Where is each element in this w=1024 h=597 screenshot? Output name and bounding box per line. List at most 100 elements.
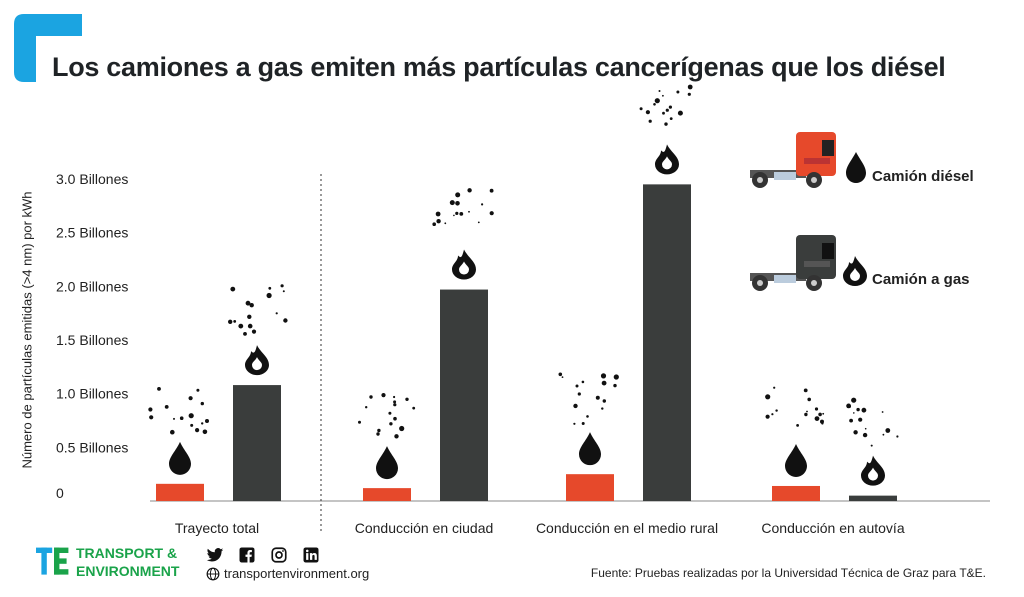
particle-dot [230,286,236,292]
particle-dot [648,119,652,123]
particle-dot [870,444,873,447]
diesel-drop-icon [785,443,808,477]
particle-dot [822,412,825,415]
particle-dot [173,417,175,420]
particle-dot [489,188,494,193]
particle-dot [858,417,863,422]
category-label-trayecto: Trayecto total [174,520,260,536]
particle-dot [201,422,204,425]
particle-dot [765,394,771,400]
bar-diesel [566,474,614,501]
category-label-rural: Conducción en el medio rural [535,520,719,536]
particle-dot [662,111,665,115]
particle-dot [575,384,579,388]
bar-gas [643,184,691,501]
diesel-drop-icon [579,432,601,466]
gas-flame-inner [868,467,878,481]
particle-dot [601,380,607,386]
particle-dot [455,211,459,215]
particle-dot [467,188,472,193]
particle-dot [245,300,251,306]
particle-dot [455,192,461,198]
category-label-autovia: Conducción en autovía [761,520,905,536]
particle-dot [796,424,799,427]
particle-dot [282,290,285,293]
particle-dot [202,429,208,435]
particle-dot [814,407,819,411]
particle-dot [613,383,617,388]
particle-dot [228,319,233,324]
legend-label-gas: Camión a gas [872,271,970,288]
bar-gas [233,385,281,501]
particle-dot [645,110,651,115]
y-tick-label: 2.5 Billones [56,225,128,241]
particle-dot [676,90,680,94]
particle-dot [196,388,200,392]
y-tick-label: 2.0 Billones [56,278,128,294]
particle-dot [436,219,441,224]
particle-dot [266,292,272,299]
website-link[interactable]: transportenvironment.org [206,566,369,581]
bars [156,184,897,501]
particle-dot [687,92,691,96]
twitter-icon[interactable] [206,546,224,564]
diesel-drop-icon [376,446,398,480]
te-logo-icon [36,547,69,575]
particle-dot [669,117,673,120]
particle-dot [489,211,494,216]
legend-diesel-drop-icon [846,152,866,183]
particle-dot [853,412,855,414]
particle-dot [561,376,564,378]
particle-dot [861,407,867,413]
legend-gas-truck-icon [750,235,836,291]
particle-dot [148,407,153,412]
particle-dot [468,210,470,213]
particle-dot [243,332,247,336]
instagram-icon[interactable] [270,546,288,564]
particle-dot [821,422,824,425]
brand-name-line2: ENVIRONMENT [76,563,180,579]
particle-dot [849,418,853,423]
facebook-icon[interactable] [238,546,256,564]
y-tick-label: 0.5 Billones [56,439,128,455]
gas-flame-inner [662,156,672,170]
particle-dot [613,374,619,380]
particle-dot [170,429,175,435]
y-tick-label: 1.0 Billones [56,386,128,402]
particle-dot [477,221,480,224]
particle-dot [405,397,409,401]
particle-dot [662,94,664,97]
particle-dot [896,435,899,438]
particle-dot [365,406,368,409]
particle-dot [581,422,585,425]
particle-dot [280,284,284,288]
legend-diesel-truck-icon [750,132,836,188]
particle-dot [600,373,607,379]
particle-dot [358,420,361,424]
particle-dot [803,388,808,393]
particle-dot [885,428,891,433]
particle-dot [668,105,673,109]
website-text[interactable]: transportenvironment.org [224,566,370,581]
particle-dot [601,407,604,410]
particle-dot [283,318,288,323]
particle-dot [233,320,237,323]
particle-dot [205,419,209,423]
gas-flame-inner [459,261,469,275]
particle-dot [149,415,154,420]
particle-dot [393,395,396,399]
particle-dot [251,329,257,334]
particle-dot [249,303,254,308]
particle-dot [586,415,589,418]
y-tick-label: 1.5 Billones [56,332,128,348]
linkedin-icon[interactable] [302,546,320,564]
particle-dot [376,432,380,436]
particle-dot [653,103,656,106]
particle-dot [393,403,397,407]
particle-dot [369,395,373,399]
category-label-ciudad: Conducción en ciudad [354,520,494,536]
particle-dot [449,200,455,206]
particle-dot [664,122,668,126]
particle-dot [851,397,857,403]
particle-dot [806,410,808,413]
